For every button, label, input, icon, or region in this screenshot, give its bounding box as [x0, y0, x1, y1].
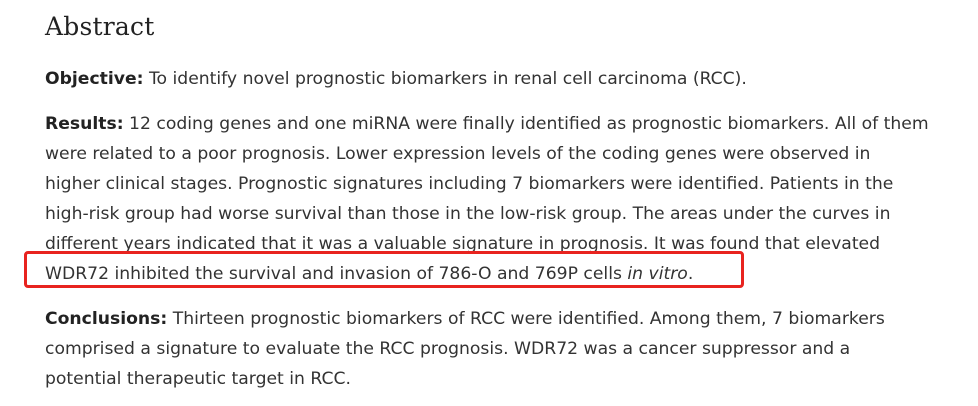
results-line-3: higher clinical stages. Prognostic signa…: [45, 174, 894, 194]
conclusions-line-1: Conclusions: Thirteen prognostic biomark…: [45, 304, 950, 334]
conclusions-line-2: comprised a signature to evaluate the RC…: [45, 339, 851, 359]
conclusions-label: Conclusions:: [45, 309, 168, 329]
conclusions-text-1: Thirteen prognostic biomarkers of RCC we…: [167, 309, 885, 329]
results-label: Results:: [45, 114, 124, 134]
results-line-5: different years indicated that it was a …: [45, 234, 881, 254]
conclusions-paragraph: Conclusions: Thirteen prognostic biomark…: [45, 304, 950, 394]
conclusions-line-3: potential therapeutic target in RCC.: [45, 369, 351, 389]
results-line-6: WDR72 inhibited the survival and invasio…: [45, 259, 950, 289]
objective-text: To identify novel prognostic biomarkers …: [143, 69, 747, 89]
abstract-heading: Abstract: [45, 12, 155, 41]
results-line-1: Results: 12 coding genes and one miRNA w…: [45, 109, 950, 139]
results-text-6: WDR72 inhibited the survival and invasio…: [45, 264, 628, 284]
objective-line: Objective: To identify novel prognostic …: [45, 64, 950, 94]
results-text-1: 12 coding genes and one miRNA were final…: [123, 114, 929, 134]
in-vitro-italic: in vitro: [627, 264, 688, 284]
results-period: .: [687, 264, 694, 284]
results-line-2: were related to a poor prognosis. Lower …: [45, 144, 871, 164]
objective-paragraph: Objective: To identify novel prognostic …: [45, 64, 950, 94]
results-line-4: high-risk group had worse survival than …: [45, 204, 891, 224]
objective-label: Objective:: [45, 69, 144, 89]
results-paragraph: Results: 12 coding genes and one miRNA w…: [45, 109, 950, 289]
